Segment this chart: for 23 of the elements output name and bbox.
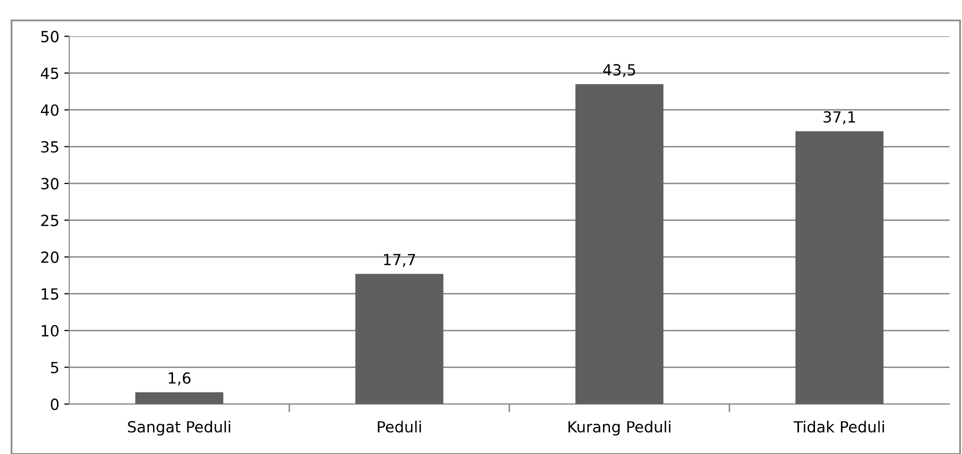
data-label: 17,7 bbox=[384, 254, 416, 267]
bar bbox=[355, 274, 444, 404]
y-tick-label: 15 bbox=[42, 288, 58, 300]
y-tick-label: 40 bbox=[40, 104, 59, 116]
bar bbox=[135, 392, 224, 404]
y-tick-label: 25 bbox=[41, 214, 58, 226]
y-tick-label: 35 bbox=[41, 141, 58, 153]
y-tick-label: 5 bbox=[51, 362, 58, 374]
x-tick-label: Kurang Peduli bbox=[568, 420, 670, 436]
x-tick-label: Peduli bbox=[378, 420, 421, 433]
x-tick-label: Tidak Peduli bbox=[794, 420, 884, 433]
bar bbox=[795, 131, 884, 404]
bar bbox=[575, 84, 664, 404]
y-tick-label: 45 bbox=[40, 68, 58, 80]
y-tick-label: 30 bbox=[41, 178, 59, 190]
data-label: 43,5 bbox=[603, 64, 636, 78]
x-tick-label: Sangat Peduli bbox=[128, 420, 230, 436]
y-tick-label: 10 bbox=[42, 324, 59, 337]
data-label: 37,1 bbox=[824, 111, 856, 124]
y-tick-label: 0 bbox=[50, 398, 59, 410]
y-tick-label: 20 bbox=[41, 251, 59, 263]
data-label: 1,6 bbox=[168, 372, 190, 386]
y-tick-label: 50 bbox=[41, 30, 59, 42]
